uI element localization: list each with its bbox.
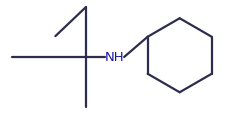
Text: NH: NH xyxy=(104,51,123,64)
